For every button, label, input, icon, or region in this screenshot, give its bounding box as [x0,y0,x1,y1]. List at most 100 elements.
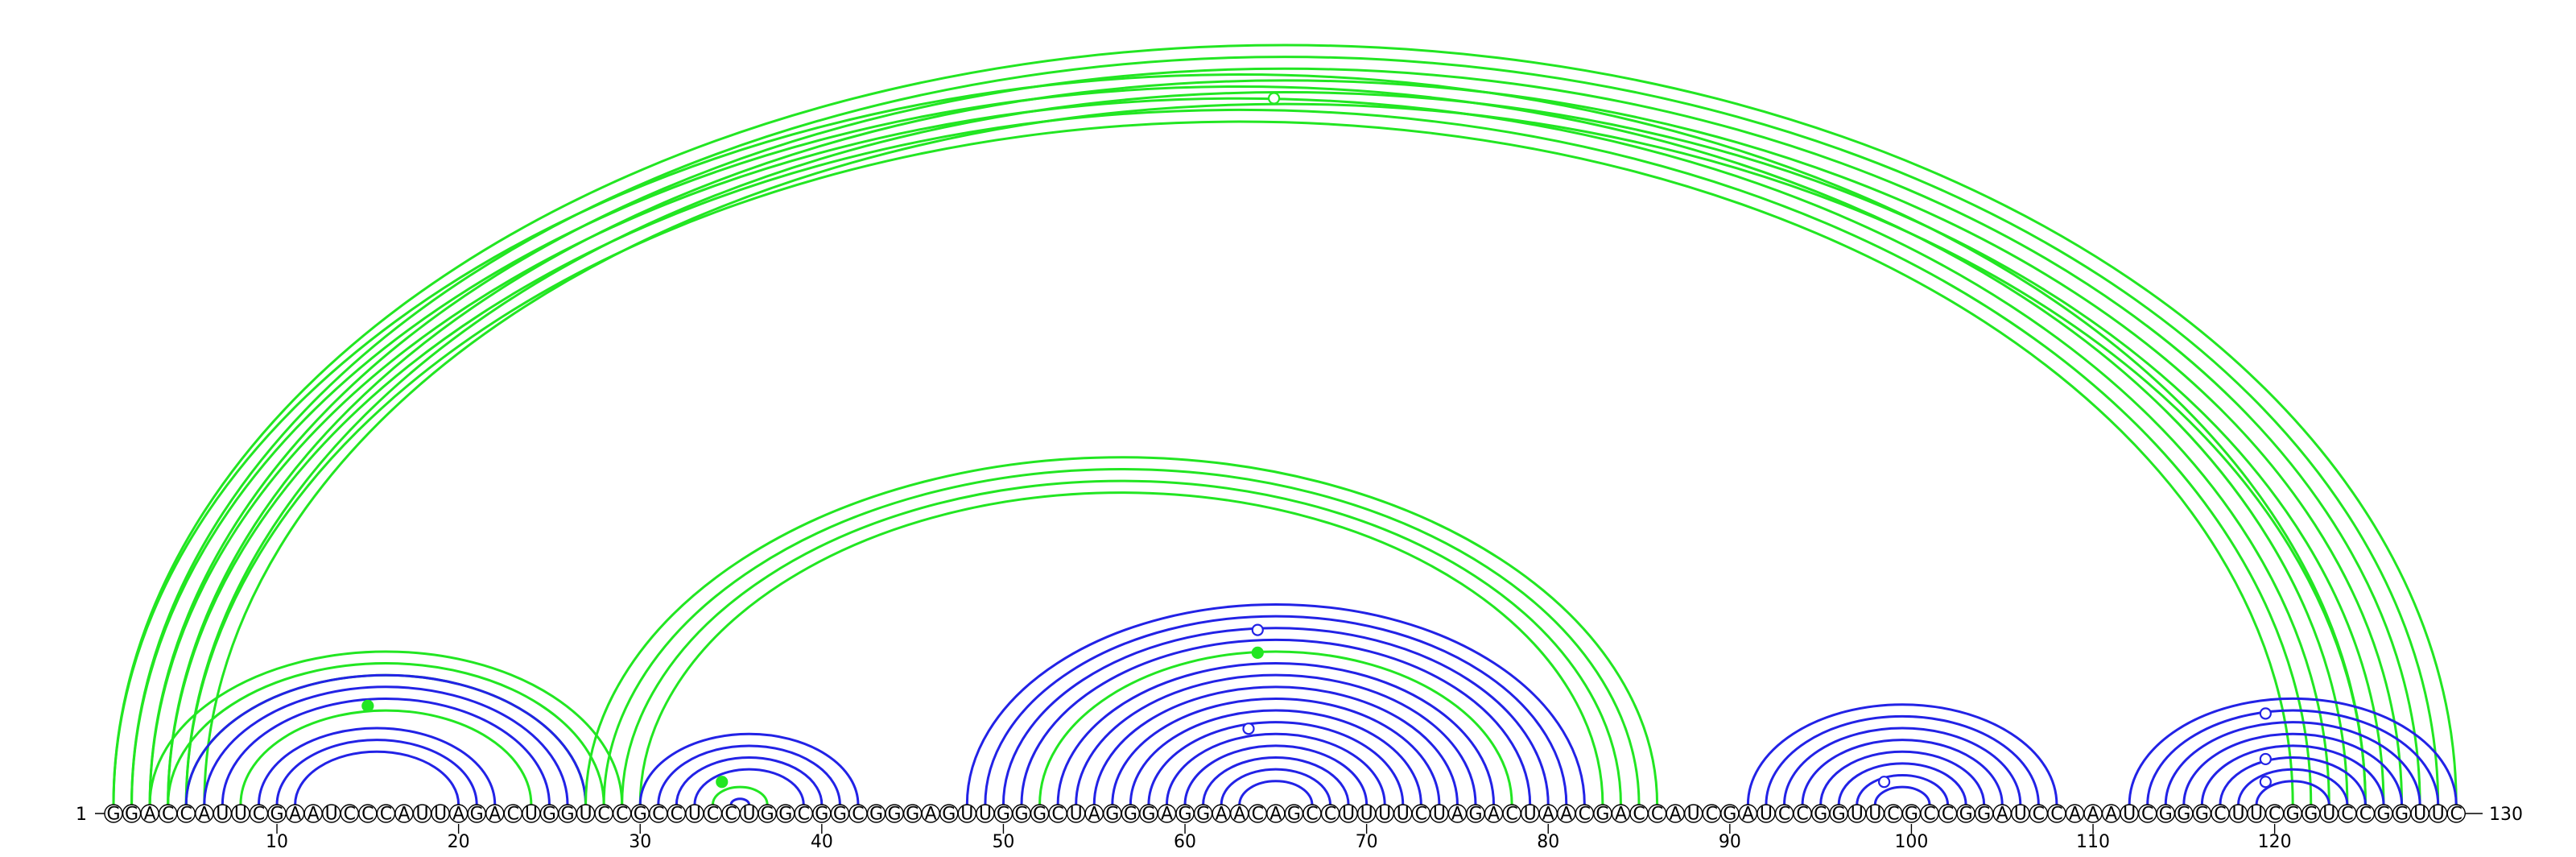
base-pair-arc-9-22-blue [257,727,497,805]
nucleotide-56: G [1103,804,1122,825]
nucleotide-letter: A [489,805,501,825]
arc-marker-10 [2259,776,2272,789]
nucleotide-99: C [1884,804,1903,825]
nucleotide-letter: C [1923,805,1935,825]
nucleotide-letter: G [543,805,556,825]
nucleotide-120: C [2264,804,2285,825]
nucleotide-letter: A [2069,805,2081,825]
nucleotide-53: C [1048,804,1067,825]
nucleotide-108: C [2047,804,2066,825]
nucleotide-letter: A [1233,805,1245,825]
nucleotide-110: A [2083,804,2103,825]
arc-marker-1 [1267,92,1281,105]
tick-label-60: 60 [1174,832,1196,852]
nucleotide-11: A [285,804,305,825]
nucleotide-letter: A [1615,805,1627,825]
nucleotide-33: U [685,804,704,825]
nucleotide-letter: U [1868,805,1881,825]
base-pair-arc-3-128-green [148,67,2421,805]
nucleotide-74: U [1430,804,1449,825]
nucleotide-letter: U [234,805,247,825]
nucleotide-121: G [2283,804,2302,825]
nucleotide-28: C [594,804,613,825]
nucleotide-letter: G [761,805,774,825]
nucleotide-98: U [1865,804,1885,825]
nucleotide-letter: C [2050,805,2062,825]
base-pair-arc-118-124-blue [2237,768,2349,805]
nucleotide-letter: G [270,805,284,825]
nucleotide-letter: U [1524,805,1537,825]
nucleotide-letter: C [1942,805,1954,825]
nucleotide-letter: C [616,805,628,825]
nucleotide-119: U [2247,804,2266,825]
nucleotide-letter: U [2014,805,2027,825]
base-pair-arc-7-25-blue [221,697,551,805]
nucleotide-50: G [993,804,1013,825]
base-pair-arc-115-127-blue [2182,732,2404,805]
nucleotide-letter: U [688,805,701,825]
nucleotide-106: U [2011,804,2030,825]
base-pair-arc-53-77-blue [1056,662,1496,805]
nucleotide-letter: A [1269,805,1282,825]
nucleotide-85: C [1629,804,1649,825]
nucleotide-102: C [1938,804,1958,825]
nucleotide-105: A [1992,804,2012,825]
nucleotide-19: U [431,804,450,825]
nucleotide-letter: C [1306,805,1318,825]
nucleotide-48: U [957,804,977,825]
tick-label-70: 70 [1356,832,1378,852]
nucleotide-8: U [231,804,250,825]
nucleotide-114: G [2156,804,2175,825]
nucleotide-letter: U [1433,805,1446,825]
nucleotide-letter: C [1778,805,1790,825]
nucleotide-letter: C [507,805,519,825]
tick-label-110: 110 [2076,832,2110,852]
nucleotide-letter: C [724,805,737,825]
nucleotide-95: G [1810,804,1831,825]
base-pair-arc-31-41-blue [657,744,841,805]
nucleotide-128: U [2410,804,2429,825]
nucleotide-80: A [1538,804,1558,825]
base-pair-arc-4-122-green [167,108,2313,805]
nucleotide-letter: A [1488,805,1500,825]
base-pair-arc-35-36-blue [729,797,751,805]
nucleotide-letter: U [1397,805,1410,825]
nucleotide-122: G [2301,804,2321,825]
nucleotide-32: C [667,804,687,825]
base-pair-arc-33-39-blue [693,768,805,805]
base-pair-arc-4-127-green [167,79,2404,805]
nucleotide-69: U [1339,804,1358,825]
base-pair-arc-27-86-green [584,456,1659,805]
base-pair-arc-1-130-green [112,43,2458,805]
nucleotide-letter: C [1706,805,1718,825]
base-pair-arc-56-74-blue [1111,697,1441,805]
nucleotide-58: G [1139,804,1158,825]
tick-label-90: 90 [1719,832,1741,852]
nucleotide-42: C [848,804,868,825]
base-pair-arc-49-81-blue [984,615,1568,805]
base-pair-arc-98-101-blue [1873,785,1931,805]
nucleotide-letter: G [888,805,902,825]
base-pair-arc-51-79-blue [1020,638,1532,805]
nucleotide-letter: G [1832,805,1846,825]
base-pair-arc-6-125-green [203,102,2367,805]
base-pair-arc-62-68-blue [1220,768,1332,805]
nucleotide-letter: C [2359,805,2372,825]
nucleotide-66: G [1284,804,1304,825]
nucleotide-77: A [1484,804,1504,825]
base-pair-arc-3-123-green [148,97,2330,805]
nucleotide-52: G [1030,804,1050,825]
start-label: 1 [76,805,87,825]
nucleotide-letter: U [415,805,428,825]
nucleotide-89: C [1702,804,1721,825]
nucleotide-73: C [1411,804,1431,825]
nucleotide-letter: G [560,805,574,825]
nucleotide-letter: U [216,805,229,825]
nucleotide-34: C [703,804,723,825]
nucleotide-111: A [2101,804,2121,825]
base-pair-arc-96-103-blue [1837,762,1967,805]
nucleotide-67: C [1302,804,1322,825]
nucleotide-letter: C [1651,805,1663,825]
nucleotide-35: C [721,804,741,825]
nucleotide-93: C [1774,804,1794,825]
